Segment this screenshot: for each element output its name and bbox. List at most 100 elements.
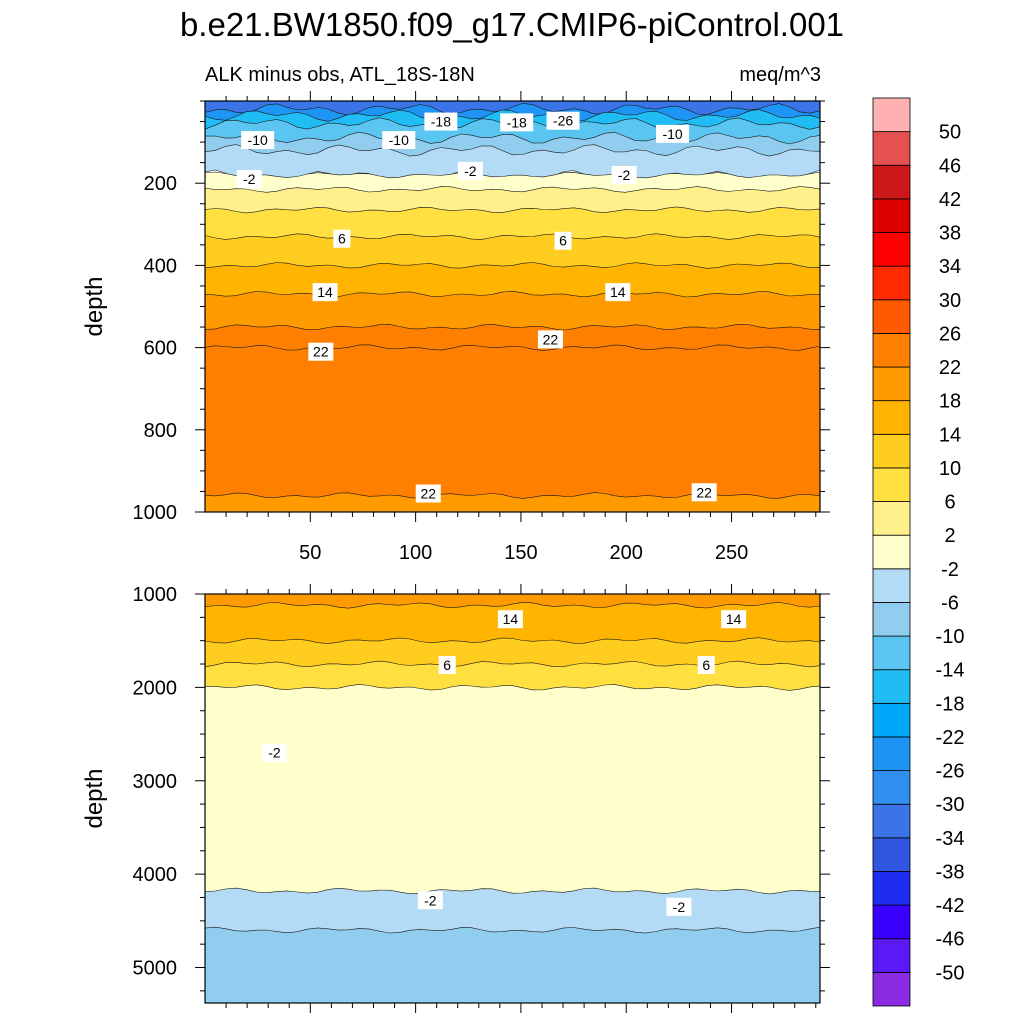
upper-contour-label-bg (691, 483, 717, 502)
lower-contour-label: -2 (673, 899, 686, 915)
colorbar-label: -34 (936, 828, 965, 850)
lower-panel: 1000 2000 3000 4000 5000 depth 14 14 6 6 -2 -2 -2 (81, 584, 830, 1013)
upper-contour-label-bg (605, 283, 631, 302)
colorbar-box (872, 97, 911, 133)
upper-ytick-label: 800 (144, 420, 177, 442)
colorbar-label: 2 (944, 525, 955, 547)
colorbar-box (872, 333, 911, 368)
colorbar-box (872, 871, 911, 906)
upper-band-11 (205, 290, 820, 332)
upper-contour-label-bg (236, 170, 262, 189)
upper-contour-label: -26 (553, 113, 573, 129)
colorbar-label: -22 (936, 727, 965, 749)
colorbar-box (872, 635, 911, 671)
colorbar-box (872, 736, 911, 771)
colorbar-label: 34 (939, 256, 961, 278)
colorbar-label: 6 (944, 492, 955, 514)
upper-contour-label: -10 (662, 126, 682, 142)
lower-contour-label-bg (697, 655, 715, 674)
upper-xtick-label: 200 (610, 542, 643, 564)
colorbar-label: -2 (941, 559, 959, 581)
upper-contour-label: 22 (696, 484, 712, 500)
lower-contour-label-bg (497, 610, 523, 629)
figure-title: b.e21.BW1850.f09_g17.CMIP6-piControl.001 (179, 6, 845, 43)
colorbar-label: -10 (936, 626, 965, 648)
colorbar-box (872, 971, 911, 1007)
lower-fill (205, 594, 820, 1003)
lower-ytick-label: 4000 (133, 864, 178, 886)
upper-contour-label-bg (382, 131, 416, 150)
colorbar: -50-46-42-38-34-30-26-22-18-14-10-6-2261… (872, 97, 965, 1007)
lower-ytick-label: 3000 (133, 771, 178, 793)
colorbar-label: 42 (939, 189, 961, 211)
colorbar-box (872, 232, 911, 267)
upper-contour-label-bg (312, 283, 338, 302)
upper-contour-label: -2 (243, 171, 256, 187)
lower-contour-label: 14 (503, 611, 519, 627)
upper-contour-label: -10 (389, 132, 409, 148)
upper-ytick-label: 600 (144, 338, 177, 360)
upper-panel: 50 100 150 200 250 200 400 600 800 1000 depth -10 -1… (81, 91, 830, 564)
upper-contour-label: 6 (559, 233, 567, 249)
colorbar-label: -30 (936, 794, 965, 816)
colorbar-box (872, 164, 911, 200)
upper-contour-label-bg (333, 229, 351, 248)
colorbar-box (872, 904, 911, 940)
colorbar-box (872, 400, 911, 435)
upper-contour-label: 22 (420, 486, 436, 502)
lower-ytick-label: 5000 (133, 958, 178, 980)
upper-contour-label-bg (611, 165, 637, 184)
upper-contour-label-bg (656, 124, 690, 143)
colorbar-label: -50 (936, 962, 965, 984)
upper-contour-label-bg (457, 161, 483, 180)
upper-contour-label-bg (415, 484, 441, 503)
upper-xtick-label: 100 (399, 542, 432, 564)
colorbar-label: 14 (939, 424, 961, 446)
upper-ytick-label: 400 (144, 255, 177, 277)
colorbar-box (872, 131, 911, 166)
colorbar-box (872, 938, 911, 973)
colorbar-label: 50 (939, 122, 961, 144)
upper-contour-label: -18 (431, 114, 451, 130)
lower-frame (204, 593, 821, 1004)
upper-contour-label-bg (424, 112, 458, 131)
lower-contour-label: -2 (268, 745, 281, 761)
lower-contour-label: 6 (443, 657, 451, 673)
colorbar-label: -46 (936, 929, 965, 951)
colorbar-box (872, 366, 911, 402)
colorbar-box (872, 265, 911, 301)
lower-band-4 (205, 684, 820, 896)
colorbar-box (872, 198, 911, 233)
colorbar-label: -18 (936, 693, 965, 715)
colorbar-box (872, 433, 911, 469)
colorbar-label: -38 (936, 861, 965, 883)
upper-band-14 (205, 492, 820, 512)
upper-contour-label-bg (241, 131, 275, 150)
upper-contour-label: 22 (313, 344, 329, 360)
colorbar-box (872, 467, 911, 502)
upper-contour-label: 22 (543, 331, 559, 347)
colorbar-box (872, 299, 911, 334)
upper-band-13 (205, 344, 820, 500)
lower-contour-label-bg (666, 897, 692, 916)
upper-contour-label-bg (554, 231, 572, 250)
lower-ylabel: depth (81, 768, 108, 828)
colorbar-box (872, 702, 911, 738)
colorbar-box (872, 602, 911, 637)
colorbar-label: -42 (936, 895, 965, 917)
colorbar-box (872, 837, 911, 872)
upper-contour-label: -10 (248, 132, 268, 148)
upper-contour-label-bg (537, 330, 563, 349)
upper-contour-label-bg (500, 113, 534, 132)
colorbar-box (872, 501, 911, 536)
lower-contour-label: 14 (726, 611, 742, 627)
colorbar-label: -6 (941, 592, 959, 614)
upper-contour-label: -2 (618, 167, 631, 183)
upper-contour-label-bg (308, 342, 334, 361)
upper-xtick-label: 250 (715, 542, 748, 564)
lower-contour-label-bg (438, 655, 456, 674)
lower-band-6 (205, 926, 820, 1003)
upper-contour-label: 6 (338, 231, 346, 247)
upper-contour-label: 14 (317, 284, 333, 300)
units-label: meq/m^3 (739, 64, 821, 86)
